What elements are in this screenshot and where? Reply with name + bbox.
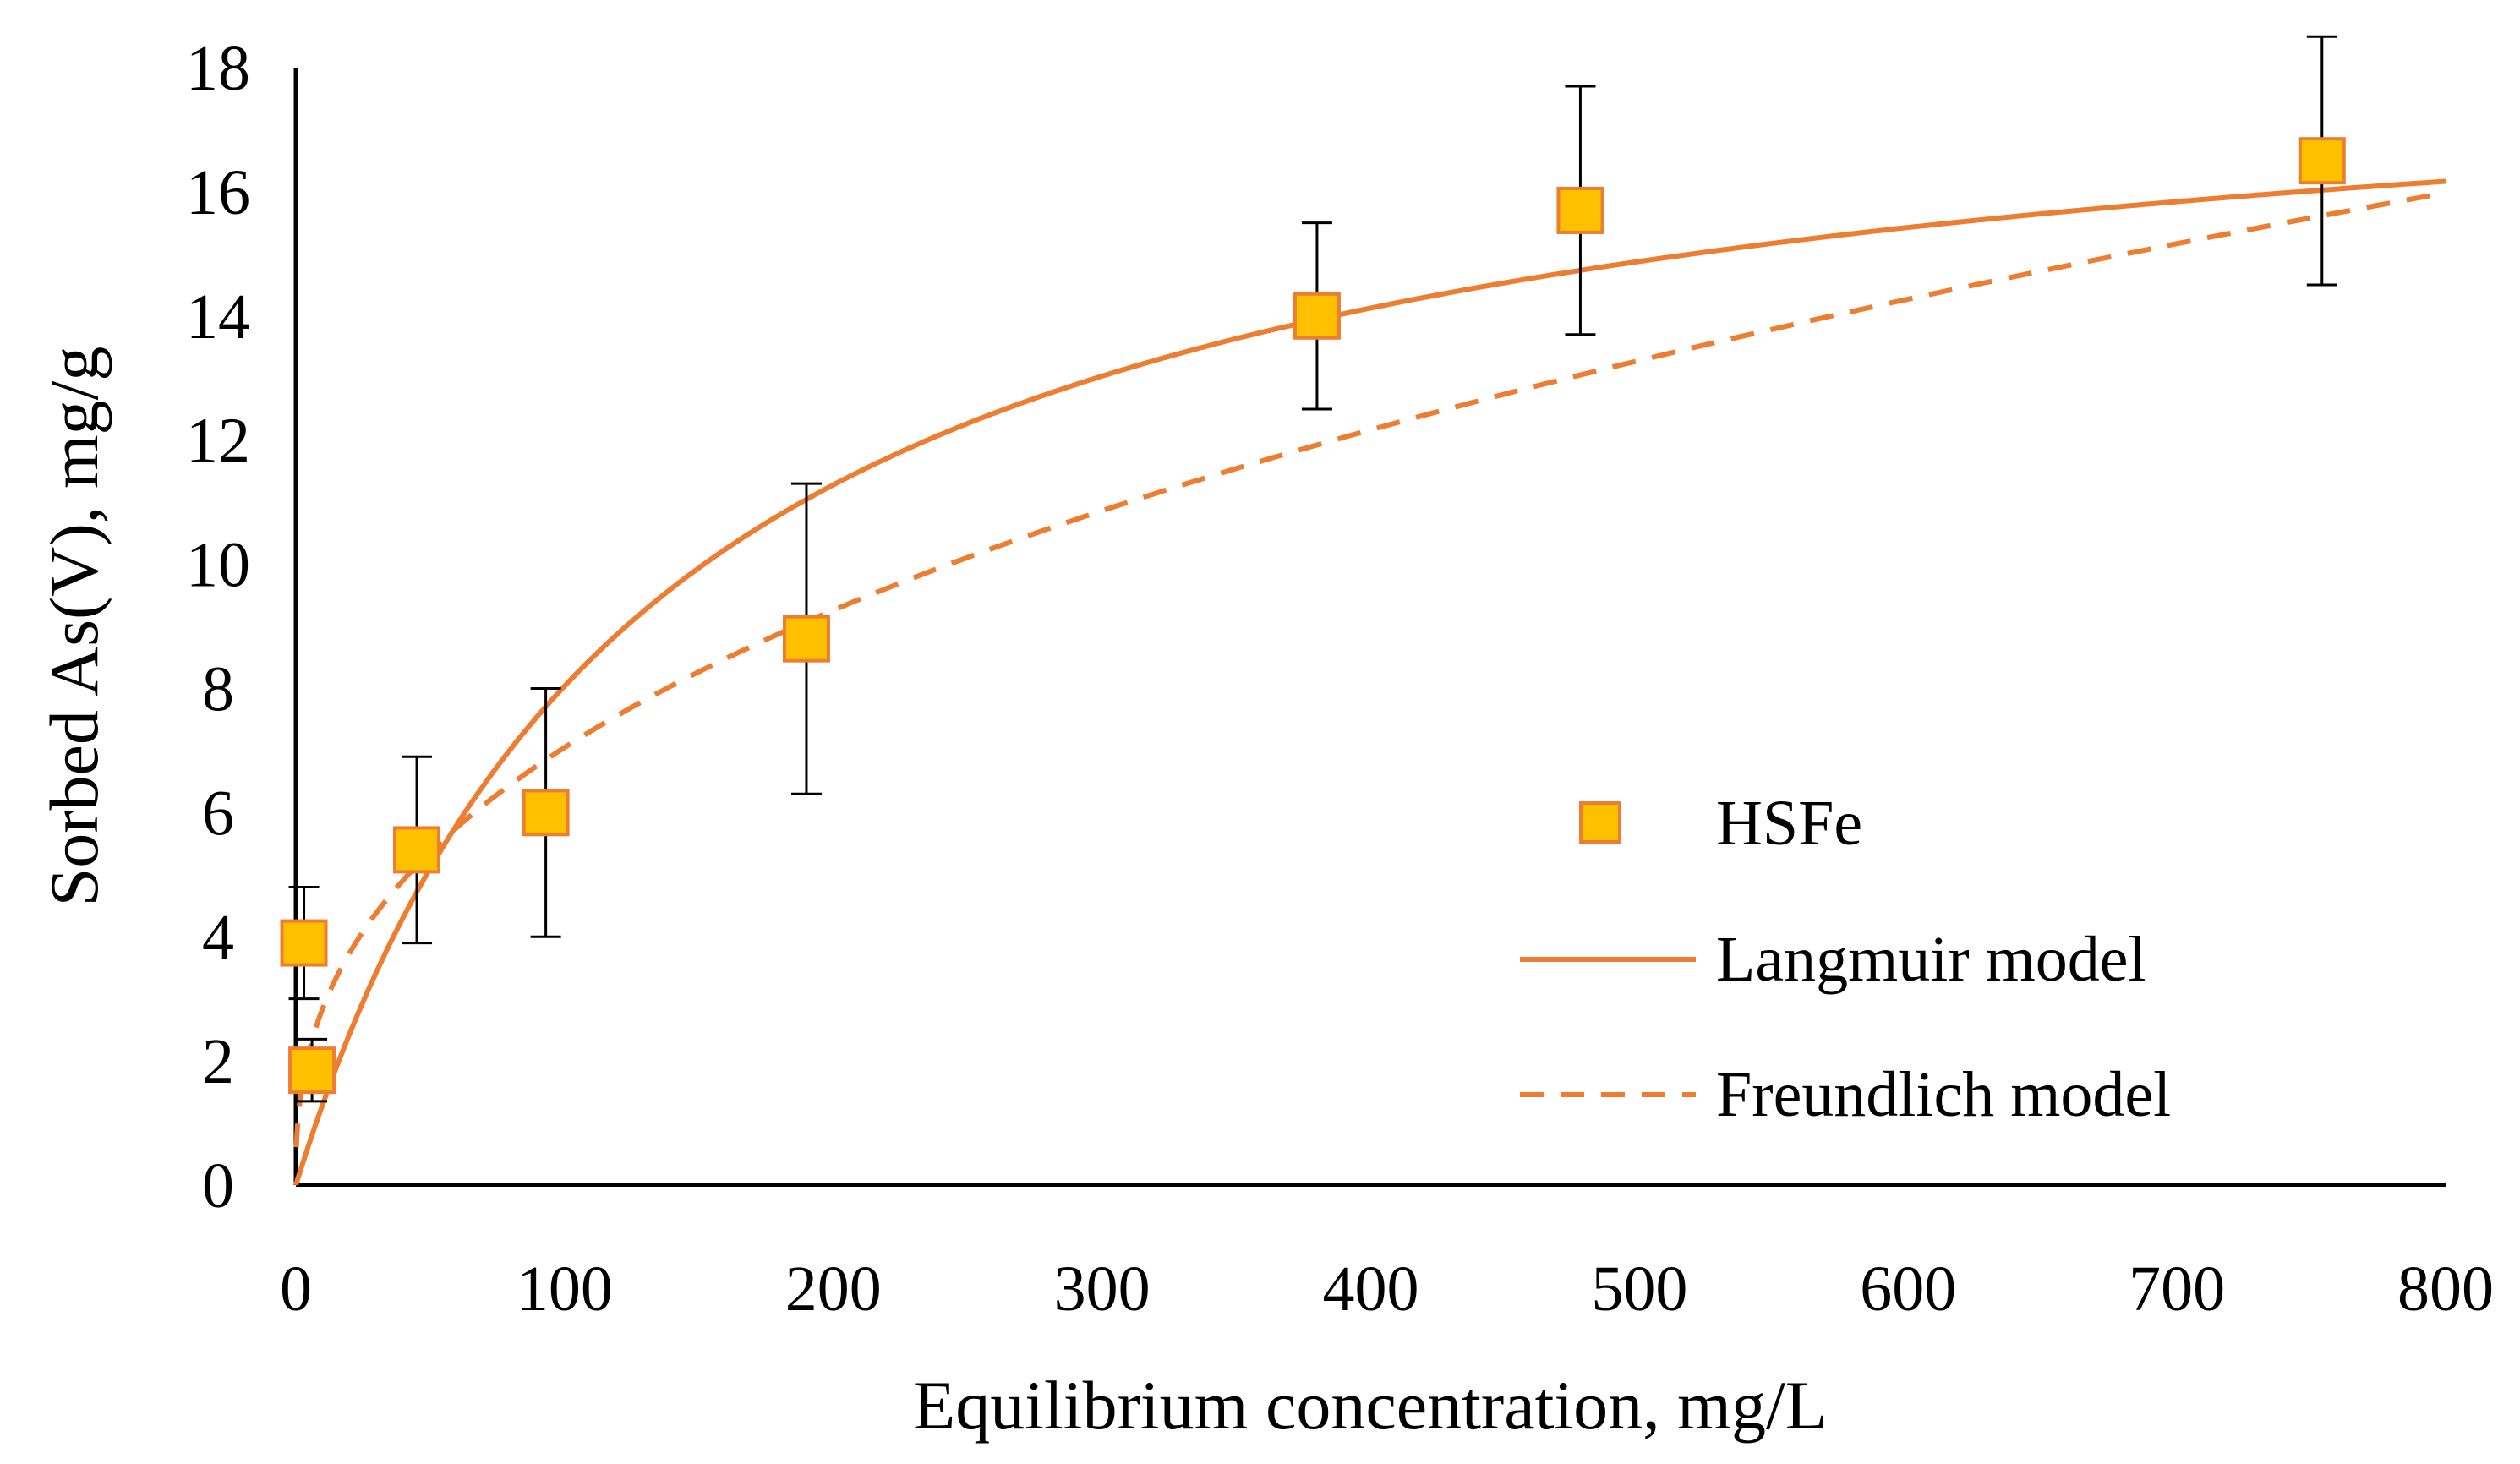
legend-hsfe-marker [1579,801,1621,844]
hsfe-data-point [393,826,441,874]
x-tick-label: 700 [2129,1254,2225,1325]
legend-langmuir-label: Langmuir model [1716,924,2146,995]
x-tick-label: 200 [785,1254,882,1325]
y-tick-label: 12 [186,406,250,477]
x-axis-title: Equilibrium concentration, mg/L [913,1367,1828,1444]
x-tick-label: 400 [1323,1254,1419,1325]
hsfe-data-point [1556,186,1604,234]
hsfe-data-point [522,789,570,837]
y-tick-label: 0 [202,1150,234,1221]
y-tick-label: 2 [202,1026,234,1097]
hsfe-data-point [2298,137,2346,185]
langmuir-model-curve [293,178,2446,1186]
x-tick-label: 600 [1860,1254,1956,1325]
legend-freundlich-label: Freundlich model [1716,1059,2171,1130]
y-tick-label: 14 [186,281,250,352]
x-axis: 0 100 200 300 400 500 600 700 800 [280,1183,2494,1325]
legend-hsfe-label: HSFe [1716,788,1862,859]
y-tick-labels: 0 2 4 6 8 10 12 14 16 18 [186,33,250,1221]
y-tick-label: 10 [186,530,250,601]
hsfe-data-point [288,1046,336,1095]
y-tick-label: 6 [202,778,234,849]
x-tick-label: 0 [280,1254,312,1325]
y-axis-title: Sorbed As(V), mg/g [36,347,112,907]
x-tick-labels: 0 100 200 300 400 500 600 700 800 [280,1254,2494,1325]
x-tick-label: 800 [2397,1254,2494,1325]
legend: HSFe Langmuir model Freundlich model [1520,788,2171,1130]
y-tick-label: 8 [202,653,234,724]
y-tick-label: 18 [186,33,250,104]
freundlich-model-curve [293,190,2446,1148]
hsfe-data-point [1293,292,1341,340]
x-tick-label: 300 [1054,1254,1151,1325]
x-tick-label: 500 [1591,1254,1687,1325]
hsfe-data-point [782,615,830,663]
hsfe-data-points [280,137,2346,1095]
x-tick-label: 100 [517,1254,613,1325]
model-curves [293,178,2446,1186]
y-axis: 0 2 4 6 8 10 12 14 16 18 [186,33,298,1221]
y-tick-label: 4 [202,902,234,973]
hsfe-data-point [280,919,328,967]
y-tick-label: 16 [186,157,250,228]
